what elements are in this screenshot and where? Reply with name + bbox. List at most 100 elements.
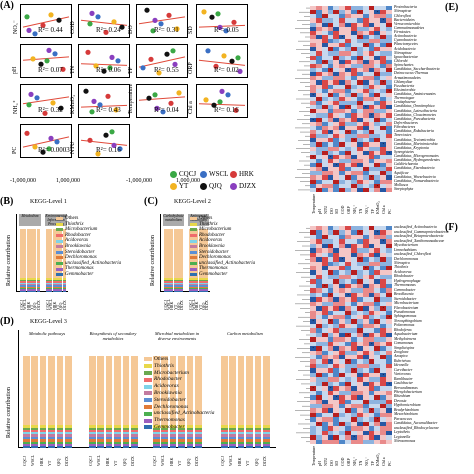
bar-segment bbox=[89, 441, 96, 445]
heatmap-cell bbox=[362, 270, 369, 276]
heatmap-cell bbox=[380, 30, 387, 36]
heatmap-cell bbox=[380, 412, 387, 418]
bar-segment bbox=[23, 229, 27, 279]
heatmap-cell bbox=[339, 346, 346, 351]
bar-segment bbox=[97, 432, 104, 435]
heatmap-cell: * bbox=[327, 292, 334, 298]
bar-segment bbox=[167, 290, 171, 292]
scatter-plot-svg bbox=[80, 49, 128, 74]
heatmap-row-label: Actinobacteria bbox=[394, 34, 417, 39]
heatmap-cell: * bbox=[345, 359, 352, 365]
heatmap-cell bbox=[339, 403, 346, 409]
bar-segment bbox=[161, 444, 168, 447]
heatmap-row-label: Candidatus_Rokubacteria bbox=[394, 129, 434, 134]
bar-segment bbox=[52, 278, 56, 280]
scatter-point bbox=[56, 17, 62, 23]
heatmap-cell bbox=[374, 270, 381, 276]
bar-segment bbox=[164, 286, 167, 289]
heatmap-cell bbox=[321, 51, 328, 56]
scatter-point bbox=[111, 19, 117, 25]
heatmap-cell: * bbox=[310, 92, 317, 98]
bar-segment bbox=[97, 424, 104, 428]
heatmap-cell bbox=[374, 332, 381, 338]
heatmap-cell bbox=[374, 372, 381, 378]
heatmap-cell bbox=[386, 328, 393, 334]
scatter-point bbox=[42, 110, 48, 116]
heatmap-cell bbox=[356, 146, 363, 151]
heatmap-cell bbox=[315, 150, 322, 156]
bar-segment bbox=[173, 278, 177, 280]
scatter-point bbox=[172, 61, 178, 67]
heatmap-cell bbox=[374, 26, 381, 32]
trend-line bbox=[138, 16, 186, 25]
heatmap-cell bbox=[327, 301, 334, 307]
bar-segment bbox=[263, 436, 270, 440]
bar-segment bbox=[161, 436, 168, 440]
heatmap-cell bbox=[315, 72, 322, 77]
legend-label: Microbacterium bbox=[65, 227, 98, 233]
bar-segment bbox=[176, 290, 180, 292]
heatmap-cell bbox=[374, 14, 381, 19]
facet-header: Biosynthesis of secondary metabolites bbox=[87, 331, 139, 351]
bar-segment bbox=[48, 355, 55, 425]
bar-segment bbox=[105, 424, 113, 428]
bar-segment bbox=[26, 278, 30, 280]
x-tick-label: DJZX bbox=[61, 300, 67, 310]
scatter-point bbox=[40, 149, 46, 155]
heatmap-cell: * bbox=[374, 10, 381, 15]
y-axis-label: Relative contribution bbox=[6, 235, 12, 286]
heatmap-cell bbox=[362, 226, 369, 231]
scatter-point bbox=[97, 102, 103, 108]
bar-segment bbox=[153, 439, 160, 442]
legend-label: unclassified_Actinobacteria bbox=[154, 410, 215, 417]
heatmap-cell bbox=[362, 337, 369, 342]
legend-swatch bbox=[56, 273, 63, 277]
heatmap-cell bbox=[321, 426, 328, 431]
legend-label: Steroidobacter bbox=[154, 396, 186, 403]
heatmap-cell bbox=[333, 368, 340, 374]
heatmap-cell bbox=[386, 43, 393, 48]
bar-segment bbox=[23, 441, 30, 445]
heatmap-cell bbox=[362, 18, 369, 23]
heatmap-cell bbox=[362, 150, 369, 156]
heatmap-cell bbox=[386, 417, 393, 423]
heatmap-cell bbox=[315, 26, 322, 32]
heatmap-cell bbox=[345, 337, 352, 342]
bar-segment bbox=[30, 290, 33, 292]
x-tick-label: WSCL bbox=[30, 454, 36, 466]
heatmap-cell bbox=[327, 341, 334, 347]
scatter-var-label: ORP bbox=[188, 62, 194, 74]
heatmap-cell bbox=[351, 47, 358, 52]
legend-swatch bbox=[56, 222, 63, 226]
heatmap-cell bbox=[333, 426, 340, 431]
heatmap-cell bbox=[362, 355, 369, 360]
trend-line bbox=[138, 96, 186, 101]
scatter-point bbox=[93, 63, 99, 69]
heatmap-cell bbox=[380, 257, 387, 262]
scatter-point bbox=[235, 55, 241, 61]
r2-label: R²= 0.44 bbox=[38, 26, 63, 34]
heatmap-cell bbox=[327, 350, 334, 356]
heatmap-cell bbox=[374, 381, 381, 387]
heatmap-col-label: Chl a bbox=[381, 457, 387, 466]
heatmap-cell bbox=[362, 279, 369, 285]
bar-segment bbox=[39, 436, 47, 440]
bar-segment bbox=[39, 444, 47, 447]
heatmap-cell bbox=[321, 368, 328, 374]
heatmap-cell bbox=[356, 288, 363, 294]
heatmap-cell bbox=[339, 113, 346, 118]
heatmap-cell bbox=[368, 337, 375, 342]
heatmap-cell bbox=[339, 88, 346, 94]
heatmap-cell bbox=[333, 257, 340, 262]
heatmap-cell bbox=[351, 412, 358, 418]
heatmap-row-label: Bacteroidetes bbox=[394, 17, 415, 22]
panel-e-heatmap: * * * * * * * * * * * * * * * * * * * * * * * * * * * * Proteobacter… bbox=[288, 6, 474, 218]
bar-segment bbox=[229, 444, 236, 447]
x-tick-label: DJZX bbox=[203, 300, 209, 310]
heatmap-cell bbox=[339, 279, 346, 285]
bar-segment bbox=[59, 282, 63, 284]
heatmap-cell bbox=[351, 310, 358, 316]
heatmap-cell bbox=[339, 175, 346, 180]
bar-segment bbox=[52, 283, 56, 286]
x-tick-label: HRK bbox=[38, 457, 44, 466]
